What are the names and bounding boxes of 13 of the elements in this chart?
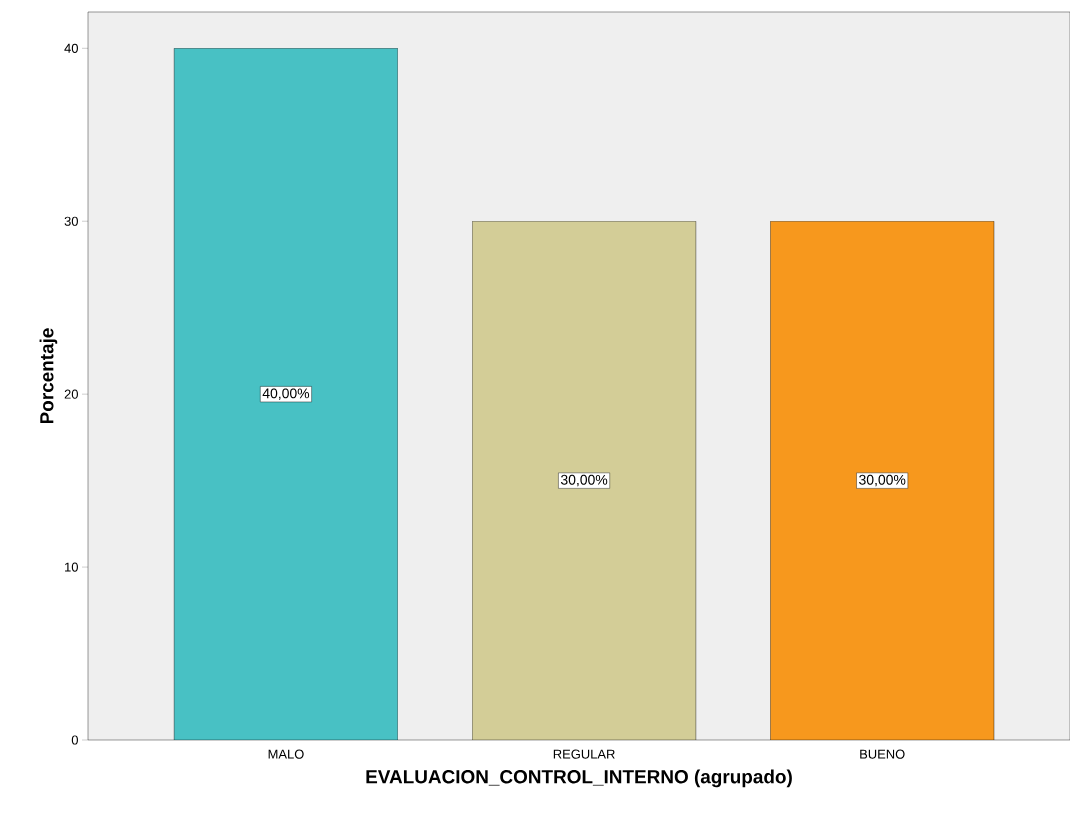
data-label: 30,00%: [859, 474, 906, 487]
x-axis-title: EVALUACION_CONTROL_INTERNO (agrupado): [366, 769, 792, 788]
x-tick-label: MALO: [268, 749, 304, 759]
y-axis-title: Porcentaje: [39, 328, 58, 424]
x-tick-label: REGULAR: [553, 749, 615, 759]
y-tick-label: 30: [64, 216, 78, 226]
y-tick-label: 10: [65, 562, 78, 572]
data-label: 30,00%: [560, 474, 608, 487]
x-tick-label: BUENO: [860, 749, 905, 759]
y-tick-label: 40: [64, 43, 78, 53]
y-tick-label: 20: [64, 389, 78, 399]
y-tick-label: 0: [71, 735, 78, 745]
data-label: 40,00%: [262, 388, 310, 400]
